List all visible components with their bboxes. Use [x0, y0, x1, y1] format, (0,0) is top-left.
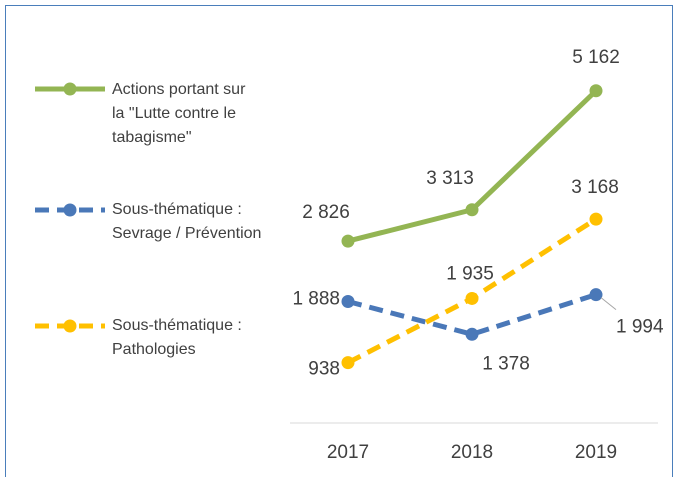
- x-tick-label: 2019: [575, 442, 617, 463]
- point: [341, 294, 355, 308]
- data-label: 1 888: [292, 288, 340, 309]
- legend-marker: [63, 203, 77, 217]
- point: [465, 327, 479, 341]
- x-tick-label: 2017: [327, 442, 369, 463]
- data-label: 3 168: [571, 177, 619, 198]
- point: [465, 203, 479, 217]
- series-line: [347, 88, 598, 244]
- data-label: 5 162: [572, 47, 620, 68]
- point: [465, 291, 479, 305]
- leader-line: [600, 297, 617, 311]
- legend-label: Sous-thématique : Pathologies: [112, 317, 242, 358]
- point: [589, 212, 603, 226]
- legend-marker: [63, 319, 77, 333]
- data-label: 2 826: [302, 202, 350, 223]
- legend-marker: [63, 82, 77, 96]
- data-label: 1 935: [446, 263, 494, 284]
- point: [589, 84, 603, 98]
- point: [341, 234, 355, 248]
- frame: [5, 5, 673, 477]
- data-label: 1 994: [616, 317, 664, 338]
- legend-label: Actions portant sur la "Lutte contre le …: [112, 81, 246, 146]
- point: [341, 356, 355, 370]
- x-tick-label: 2018: [451, 442, 493, 463]
- point: [589, 288, 603, 302]
- series-line: [346, 216, 598, 365]
- data-label: 3 313: [426, 168, 474, 189]
- legend-label: Sous-thématique : Sevrage / Prévention: [112, 201, 262, 242]
- data-label: 938: [308, 359, 340, 380]
- data-label: 1 378: [482, 353, 530, 374]
